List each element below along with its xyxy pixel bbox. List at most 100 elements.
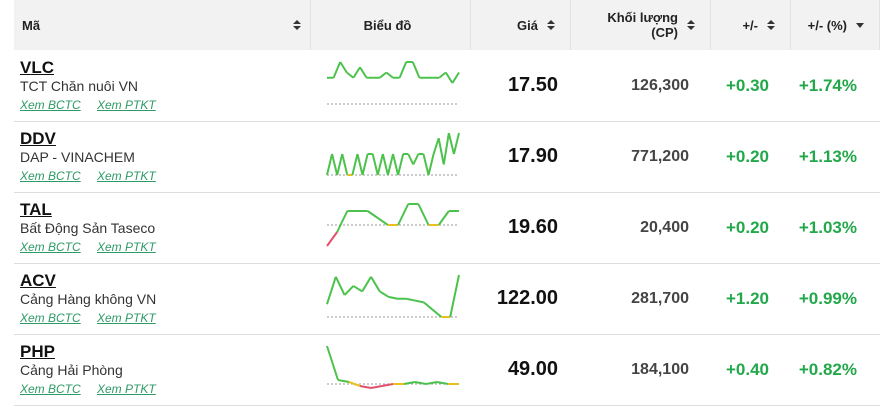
volume: 281,700 xyxy=(631,289,689,307)
sparkline-segment xyxy=(386,153,394,176)
sparkline-segment xyxy=(427,153,435,176)
report-link[interactable]: Xem BCTC xyxy=(20,240,81,254)
sparkline-segment xyxy=(379,290,390,298)
report-link[interactable]: Xem PTKT xyxy=(97,98,156,112)
symbol[interactable]: TAL xyxy=(20,200,52,219)
sort-icon[interactable] xyxy=(855,19,865,31)
price: 122.00 xyxy=(496,287,558,309)
sparkline-segment xyxy=(405,297,416,302)
sort-icon[interactable] xyxy=(292,19,302,31)
sparkline-segment xyxy=(334,276,346,296)
header-label: Biểu đồ xyxy=(363,17,412,33)
sparkline-segment xyxy=(371,153,379,176)
sparkline-segment xyxy=(326,153,334,176)
sparkline-segment xyxy=(381,383,394,387)
company-name: Cảng Hải Phòng xyxy=(20,362,123,378)
sparkline-segment xyxy=(411,61,421,79)
change-pct: +0.99% xyxy=(798,288,857,308)
header-label: +/- xyxy=(742,17,758,33)
sparkline-segment xyxy=(331,153,339,176)
report-link[interactable]: Xem BCTC xyxy=(20,98,81,112)
volume: 20,400 xyxy=(640,218,689,236)
sort-icon[interactable] xyxy=(546,19,556,31)
table-row: PHP Cảng Hải Phòng Xem BCTC Xem PTKT 49.00 18… xyxy=(14,334,880,406)
report-link[interactable]: Xem PTKT xyxy=(97,169,156,183)
sparkline-segment xyxy=(425,381,438,385)
sparkline-segment xyxy=(397,153,405,176)
header-label: Giá xyxy=(517,17,538,33)
sparkline-segment xyxy=(346,71,355,79)
sparkline-segment xyxy=(326,231,338,247)
sparkline-segment xyxy=(352,285,363,293)
company-name: DAP - VINACHEM xyxy=(20,149,135,165)
column-header[interactable]: +/- (%) xyxy=(791,0,880,50)
sparkline-segment xyxy=(326,276,337,305)
change-pct: +0.82% xyxy=(798,359,857,379)
sparkline-segment xyxy=(377,217,389,226)
sparkline xyxy=(327,61,460,105)
symbol[interactable]: PHP xyxy=(20,342,55,361)
sparkline-segment xyxy=(392,153,400,176)
sparkline-segment xyxy=(452,132,460,155)
sparkline-segment xyxy=(351,153,359,176)
sparkline-segment xyxy=(423,301,434,311)
column-header[interactable]: +/- xyxy=(711,0,791,50)
sparkline-segment xyxy=(451,71,460,84)
sparkline-segment xyxy=(431,308,443,318)
sparkline-segment xyxy=(407,153,415,165)
sparkline-segment xyxy=(412,153,420,165)
sparkline-segment xyxy=(341,153,349,176)
report-link[interactable]: Xem PTKT xyxy=(97,311,156,325)
sort-icon[interactable] xyxy=(766,19,776,31)
sparkline xyxy=(326,132,460,176)
sparkline-segment xyxy=(437,210,450,226)
table-row: DDV DAP - VINACHEM Xem BCTC Xem PTKT 17.90 77… xyxy=(14,121,880,193)
column-header[interactable]: Giá xyxy=(471,0,571,50)
sparkline-segment xyxy=(449,274,460,318)
sparkline-segment xyxy=(336,210,349,233)
report-link[interactable]: Xem PTKT xyxy=(97,240,156,254)
report-link[interactable]: Xem BCTC xyxy=(20,169,81,183)
sparkline-segment xyxy=(370,276,381,292)
company-name: TCT Chăn nuôi VN xyxy=(20,78,139,94)
sparkline-segment xyxy=(352,66,361,79)
change: +0.30 xyxy=(725,75,769,95)
volume: 184,100 xyxy=(631,360,689,378)
symbol[interactable]: DDV xyxy=(20,129,56,148)
sparkline-segment xyxy=(417,203,430,226)
report-link[interactable]: Xem PTKT xyxy=(97,382,156,396)
column-header[interactable]: Khối lượng (CP) xyxy=(571,0,711,50)
sparkline-segment xyxy=(438,71,447,79)
sparkline-segment xyxy=(361,153,369,176)
sparkline-segment xyxy=(379,71,388,79)
sparkline-segment xyxy=(359,66,368,79)
column-header[interactable]: Biểu đồ xyxy=(311,0,471,50)
sparkline xyxy=(326,274,460,318)
column-header[interactable]: Mã xyxy=(14,0,311,50)
price: 17.90 xyxy=(507,145,558,167)
symbol[interactable]: VLC xyxy=(20,58,54,77)
sparkline-segment xyxy=(376,153,384,176)
sparkline-segment xyxy=(385,71,394,79)
sparkline-segment xyxy=(398,61,408,79)
sparkline-segment xyxy=(356,153,364,176)
report-link[interactable]: Xem BCTC xyxy=(20,311,81,325)
table-row: VLC TCT Chăn nuôi VN Xem BCTC Xem PTKT 17.50… xyxy=(14,50,880,122)
price: 17.50 xyxy=(507,74,558,96)
sparkline-segment xyxy=(343,285,355,296)
table-row: TAL Bất Động Sản Taseco Xem BCTC Xem PTKT 19… xyxy=(14,192,880,264)
report-link[interactable]: Xem BCTC xyxy=(20,382,81,396)
sparkline xyxy=(326,203,459,247)
sparkline-segment xyxy=(361,276,372,292)
sparkline-segment xyxy=(437,138,445,165)
sparkline-segment xyxy=(381,153,389,176)
sparkline-segment xyxy=(442,132,450,165)
header-label: +/- (%) xyxy=(807,17,847,33)
price: 19.60 xyxy=(507,216,558,238)
volume: 126,300 xyxy=(631,76,689,94)
header-label: Mã xyxy=(22,17,41,33)
symbol[interactable]: ACV xyxy=(20,271,56,290)
sort-icon[interactable] xyxy=(686,19,696,31)
header-label: Khối lượng (CP) xyxy=(607,10,678,40)
sparkline-segment xyxy=(403,381,416,385)
